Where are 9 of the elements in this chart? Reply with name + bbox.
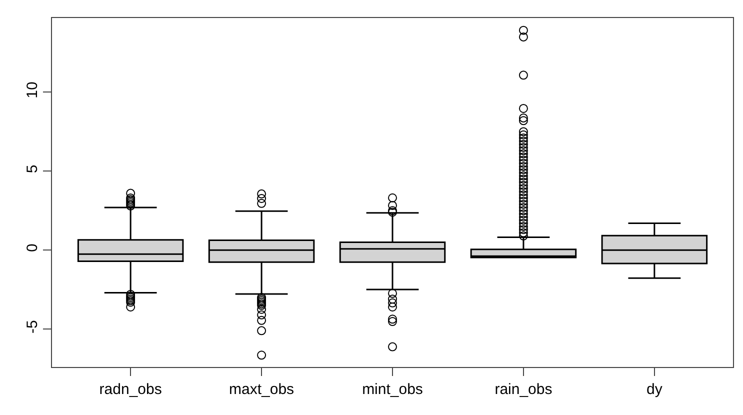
y-tick-label: -5 bbox=[24, 320, 41, 334]
x-tick-label: dy bbox=[646, 381, 663, 398]
x-tick-label: radn_obs bbox=[99, 381, 162, 398]
y-tick-label: 5 bbox=[24, 164, 41, 174]
y-tick-label: 0 bbox=[24, 244, 41, 252]
x-tick-label: mint_obs bbox=[362, 381, 423, 398]
y-tick-label: 10 bbox=[24, 82, 41, 98]
x-tick-label: maxt_obs bbox=[229, 381, 294, 398]
x-tick-label: rain_obs bbox=[494, 381, 552, 398]
